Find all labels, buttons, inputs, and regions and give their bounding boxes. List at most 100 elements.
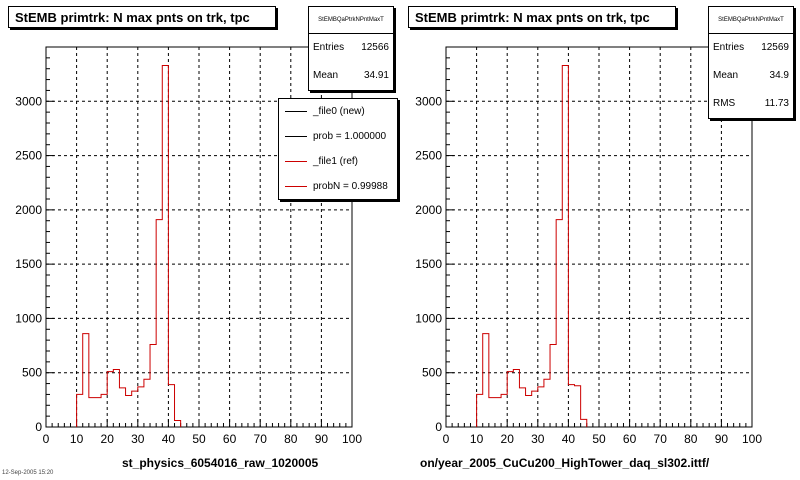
y-tick-label: 2000 xyxy=(415,203,442,217)
y-tick-label: 1000 xyxy=(15,311,42,325)
stats-box: StEMBQaPtrkNPntMaxT Entries 12566 Mean 3… xyxy=(308,6,394,91)
legend-box: _file0 (new) prob = 1.000000 _file1 (ref… xyxy=(278,98,398,200)
stats-row-mean: Mean 34.91 xyxy=(309,62,393,90)
histogram-bin xyxy=(162,65,168,427)
histogram-panel-left: 0 10 20 30 40 50 60 70 80 90 100 0 500 1000 1500 2000 25… xyxy=(8,6,398,470)
y-tick-label: 3000 xyxy=(415,94,442,108)
histogram-bin xyxy=(568,385,574,427)
legend-entry: prob = 1.000000 xyxy=(279,124,397,149)
histogram-bin xyxy=(477,394,483,427)
histogram-bin xyxy=(132,391,138,427)
histogram-bin xyxy=(507,372,513,427)
stats-label: Entries xyxy=(713,42,745,53)
y-tick-label: 2000 xyxy=(15,203,42,217)
legend-entry: _file1 (ref) xyxy=(279,149,397,174)
stats-box: StEMBQaPtrkNPntMaxT Entries 12569 Mean 3… xyxy=(708,6,794,119)
y-tick-label: 0 xyxy=(435,420,442,434)
x-tick-label: 0 xyxy=(443,432,450,446)
x-tick-label: 70 xyxy=(654,432,668,446)
histogram-bin xyxy=(107,372,113,427)
x-tick-label: 20 xyxy=(101,432,115,446)
histogram-bin xyxy=(550,344,556,427)
legend-swatch xyxy=(285,136,307,137)
legend-label: _file0 (new) xyxy=(313,106,365,117)
histogram-bin xyxy=(489,398,495,427)
legend-label: prob = 1.000000 xyxy=(313,131,387,142)
stats-row-mean: Mean 34.9 xyxy=(709,62,793,90)
x-tick-label: 100 xyxy=(342,432,362,446)
stats-name: StEMBQaPtrkNPntMaxT xyxy=(709,7,793,34)
legend-entry: probN = 0.99988 xyxy=(279,174,397,199)
histogram-bin xyxy=(77,394,83,427)
histogram-bin xyxy=(581,419,587,427)
stats-label: Mean xyxy=(313,70,339,81)
plot-title: StEMB primtrk: N max pnts on trk, tpc xyxy=(8,6,276,28)
stats-value: 11.73 xyxy=(764,98,789,109)
stats-value: 12566 xyxy=(361,42,389,53)
x-tick-label: 40 xyxy=(162,432,176,446)
histogram-bin xyxy=(175,420,181,427)
histogram-bin xyxy=(538,387,544,427)
x-tick-label: 60 xyxy=(623,432,637,446)
x-tick-label: 60 xyxy=(223,432,237,446)
stats-value: 34.9 xyxy=(769,70,789,81)
histogram-bin xyxy=(526,396,532,427)
histogram-bin xyxy=(544,379,550,427)
histogram-bin xyxy=(562,65,568,427)
stats-label: Entries xyxy=(313,42,345,53)
x-axis-label: on/year_2005_CuCu200_HighTower_daq_sl302… xyxy=(420,456,710,470)
x-tick-label: 90 xyxy=(315,432,329,446)
y-tick-label: 1500 xyxy=(15,257,42,271)
legend-swatch xyxy=(285,111,307,112)
x-tick-label: 70 xyxy=(254,432,268,446)
histogram-bin xyxy=(501,394,507,427)
legend-label: probN = 0.99988 xyxy=(313,181,388,192)
stats-label: RMS xyxy=(713,98,736,109)
y-tick-label: 3000 xyxy=(15,94,42,108)
histogram-bin xyxy=(532,391,538,427)
histogram-bin xyxy=(144,379,150,427)
histogram-bin xyxy=(495,398,501,427)
y-tick-label: 500 xyxy=(22,366,42,380)
x-tick-label: 80 xyxy=(684,432,698,446)
x-tick-label: 0 xyxy=(43,432,50,446)
histogram-bin xyxy=(138,387,144,427)
histogram-bin xyxy=(513,369,519,427)
histogram-bin xyxy=(113,369,119,427)
histogram-bin xyxy=(101,394,107,427)
x-tick-label: 30 xyxy=(131,432,145,446)
y-tick-label: 0 xyxy=(35,420,42,434)
legend-label: _file1 (ref) xyxy=(313,156,359,167)
stats-label: Mean xyxy=(713,70,739,81)
histogram-series-line xyxy=(476,64,588,427)
stats-row-entries: Entries 12566 xyxy=(309,34,393,62)
histogram-bin xyxy=(168,385,174,427)
x-tick-label: 80 xyxy=(284,432,298,446)
x-axis-label: st_physics_6054016_raw_1020005 xyxy=(122,456,319,470)
x-tick-label: 90 xyxy=(715,432,729,446)
y-tick-label: 2500 xyxy=(415,149,442,163)
x-tick-label: 20 xyxy=(501,432,515,446)
x-tick-label: 50 xyxy=(192,432,206,446)
timestamp-text: 12-Sep-2005 15:20 xyxy=(2,470,54,476)
histogram-bin xyxy=(483,334,489,427)
histogram-series-line xyxy=(76,64,182,427)
histogram-bin xyxy=(95,398,101,427)
histogram-bin xyxy=(126,396,132,427)
x-tick-label: 10 xyxy=(70,432,84,446)
histogram-bin xyxy=(156,220,162,427)
legend-entry: _file0 (new) xyxy=(279,99,397,124)
histogram-plot-right: 0 10 20 30 40 50 60 70 80 90 100050010001500200025… xyxy=(415,46,762,446)
x-tick-label: 100 xyxy=(742,432,762,446)
y-tick-label: 1000 xyxy=(415,311,442,325)
histogram-bin xyxy=(119,388,125,427)
stats-row-rms: RMS 11.73 xyxy=(709,90,793,118)
legend-swatch xyxy=(285,186,307,187)
stats-row-entries: Entries 12569 xyxy=(709,34,793,62)
x-tick-label: 30 xyxy=(531,432,545,446)
stats-name: StEMBQaPtrkNPntMaxT xyxy=(309,7,393,34)
x-tick-label: 50 xyxy=(592,432,606,446)
plot-title: StEMB primtrk: N max pnts on trk, tpc xyxy=(408,6,676,28)
stats-value: 12569 xyxy=(761,42,789,53)
histogram-plot-left: 0 10 20 30 40 50 60 70 80 90 100050010001500200025… xyxy=(15,46,362,446)
